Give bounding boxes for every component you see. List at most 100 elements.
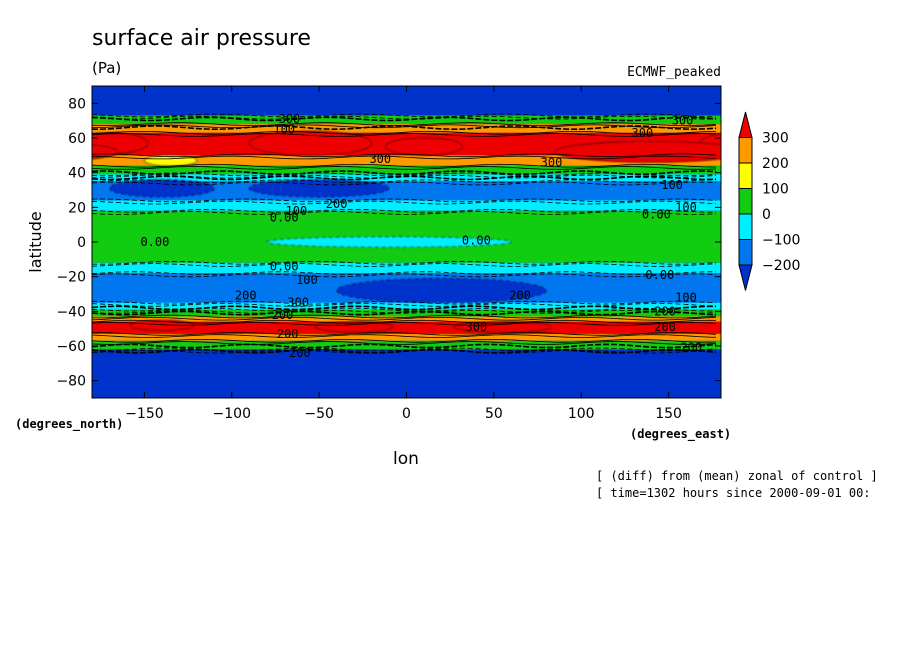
contour-label: 300 <box>632 126 654 140</box>
contour-line <box>92 155 717 160</box>
x-tick-label: −50 <box>304 406 334 422</box>
blob-3 <box>554 141 721 163</box>
colorbar: 300 200 100 0 −100 −200 <box>738 111 800 291</box>
band-7 <box>92 181 721 201</box>
band-10 <box>92 262 721 274</box>
x-tick-label: 50 <box>485 406 503 422</box>
y-tick-label: 60 <box>68 131 86 147</box>
colorbar-segment <box>738 188 753 215</box>
colorbar-label: 200 <box>762 156 789 172</box>
contour-line <box>92 261 717 265</box>
contour-line <box>92 209 716 213</box>
contour-line <box>92 273 717 278</box>
contour-label: 0.00 <box>270 211 299 225</box>
contour-line <box>92 334 717 338</box>
blob-wrap-3 <box>92 144 119 160</box>
bands-layer <box>92 86 721 398</box>
contour-line <box>92 163 717 168</box>
x-tick-label: 100 <box>568 406 595 422</box>
colorbar-segment <box>738 137 753 164</box>
blob-11 <box>453 321 552 333</box>
contour-label: 300 <box>287 296 309 310</box>
y-tick-label: 20 <box>68 200 86 216</box>
band-2 <box>92 124 721 133</box>
contour-line <box>92 339 717 343</box>
x-axis-label: lon <box>393 449 419 469</box>
contour-line-strong <box>92 125 717 131</box>
contour-label: 200 <box>235 289 257 303</box>
contour-line-strong <box>92 310 717 316</box>
colorbar-bottom-arrow <box>738 264 753 291</box>
contour-label: 100 <box>675 200 697 214</box>
contour-line <box>92 319 717 324</box>
contour-line-strong <box>92 343 717 349</box>
contour-line <box>92 166 717 170</box>
contour-line-strong <box>92 305 716 311</box>
contour-line <box>92 263 717 267</box>
x-tick-label: 150 <box>655 406 682 422</box>
band-14 <box>92 316 721 322</box>
blob-2 <box>385 137 463 156</box>
y-tick-label: −40 <box>56 304 86 320</box>
contour-label: 100 <box>273 122 295 136</box>
contour-line <box>92 181 717 186</box>
band-6 <box>92 174 721 182</box>
band-15 <box>92 321 721 334</box>
contour-label: 200 <box>272 308 294 322</box>
units-label: (Pa) <box>92 59 121 77</box>
contour-line <box>92 310 717 314</box>
blob-7 <box>266 236 512 248</box>
contour-label: 300 <box>541 155 563 169</box>
y-unit-label: (degrees_north) <box>15 417 123 432</box>
colorbar-label: 0 <box>762 207 771 223</box>
contour-lines <box>92 113 717 354</box>
contour-line <box>92 131 717 135</box>
band-12 <box>92 302 721 310</box>
contour-label: 200 <box>277 327 299 341</box>
footer-line-2: [ time=1302 hours since 2000-09-01 00: <box>596 486 871 500</box>
contour-line <box>92 179 717 184</box>
contour-label: 200 <box>680 341 702 355</box>
band-8 <box>92 200 721 211</box>
y-tick-label: 0 <box>77 235 86 251</box>
blob-1 <box>248 130 372 156</box>
contour-line <box>92 211 717 215</box>
contour-line <box>92 322 717 326</box>
contour-line <box>92 113 717 118</box>
colorbar-label: −100 <box>762 233 800 249</box>
contour-line <box>92 133 717 137</box>
band-18 <box>92 349 721 398</box>
contour-label: 100 <box>286 204 308 218</box>
x-tick-label: −100 <box>213 406 251 422</box>
y-tick-label: −80 <box>56 374 86 390</box>
contour-line-strong <box>92 348 717 354</box>
colorbar-segment <box>738 162 753 189</box>
x-tick-label: 0 <box>402 406 411 422</box>
contour-label: 0.00 <box>270 259 299 273</box>
band-17 <box>92 340 721 350</box>
contour-line-strong <box>92 170 717 176</box>
contour-line <box>92 332 717 336</box>
footer-line-1: [ (diff) from (mean) zonal of control ] <box>596 469 878 483</box>
y-axis-label: latitude <box>26 211 45 272</box>
contour-line <box>92 300 717 305</box>
contour-label: 300 <box>369 152 391 166</box>
contour-label: 0.00 <box>645 268 674 282</box>
band-4 <box>92 155 721 166</box>
colorbar-label: −200 <box>762 258 800 274</box>
contour-label: 300 <box>672 114 694 128</box>
x-unit-label: (degrees_east) <box>630 427 731 442</box>
contour-label: 0.00 <box>140 235 169 249</box>
model-label: ECMWF_peaked <box>627 65 721 80</box>
contour-line <box>92 153 717 158</box>
contour-line <box>92 316 717 321</box>
y-tick-label: −20 <box>56 270 86 286</box>
contour-line-strong <box>92 175 717 181</box>
y-tick-label: 80 <box>68 96 86 112</box>
colorbar-label: 100 <box>762 182 789 198</box>
blobs-layer <box>92 130 721 333</box>
y-tick-label: −60 <box>56 339 86 355</box>
contour-label: 0.00 <box>642 207 671 221</box>
